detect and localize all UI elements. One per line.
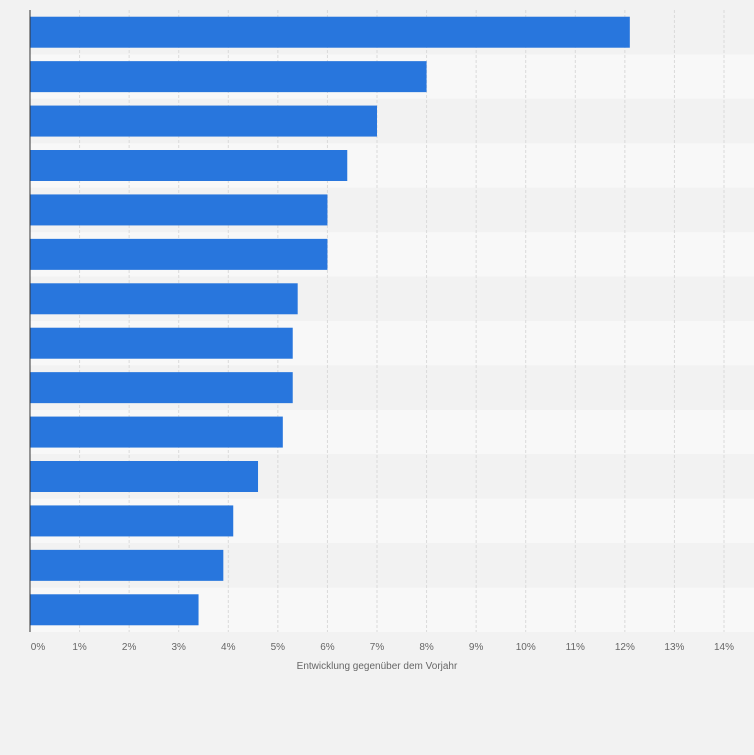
x-tick-label: 1% <box>72 642 87 653</box>
x-axis-title: Entwicklung gegenüber dem Vorjahr <box>297 661 458 672</box>
x-tick-label: 9% <box>469 642 484 653</box>
bar <box>30 549 224 581</box>
x-tick-label: 8% <box>419 642 434 653</box>
bar <box>30 105 377 137</box>
x-tick-label: 6% <box>320 642 335 653</box>
bar <box>30 150 348 181</box>
bar <box>30 61 427 93</box>
bar <box>30 416 283 448</box>
bar <box>30 283 298 315</box>
bar <box>30 461 259 492</box>
bar <box>30 372 293 404</box>
bar <box>30 16 630 48</box>
x-tick-label: 2% <box>122 642 137 653</box>
bar <box>30 194 328 226</box>
bar <box>30 238 328 270</box>
x-tick-label: 0% <box>31 642 46 653</box>
x-tick-label: 12% <box>615 642 635 653</box>
x-tick-label: 13% <box>664 642 684 653</box>
bar <box>30 505 234 537</box>
bar <box>30 594 199 626</box>
x-tick-label: 7% <box>370 642 385 653</box>
x-tick-label: 14% <box>714 642 734 653</box>
x-tick-label: 4% <box>221 642 236 653</box>
x-tick-label: 10% <box>516 642 536 653</box>
x-tick-label: 11% <box>566 642 585 653</box>
bar <box>30 327 293 359</box>
x-tick-label: 3% <box>171 642 186 653</box>
x-tick-label: 5% <box>271 642 286 653</box>
